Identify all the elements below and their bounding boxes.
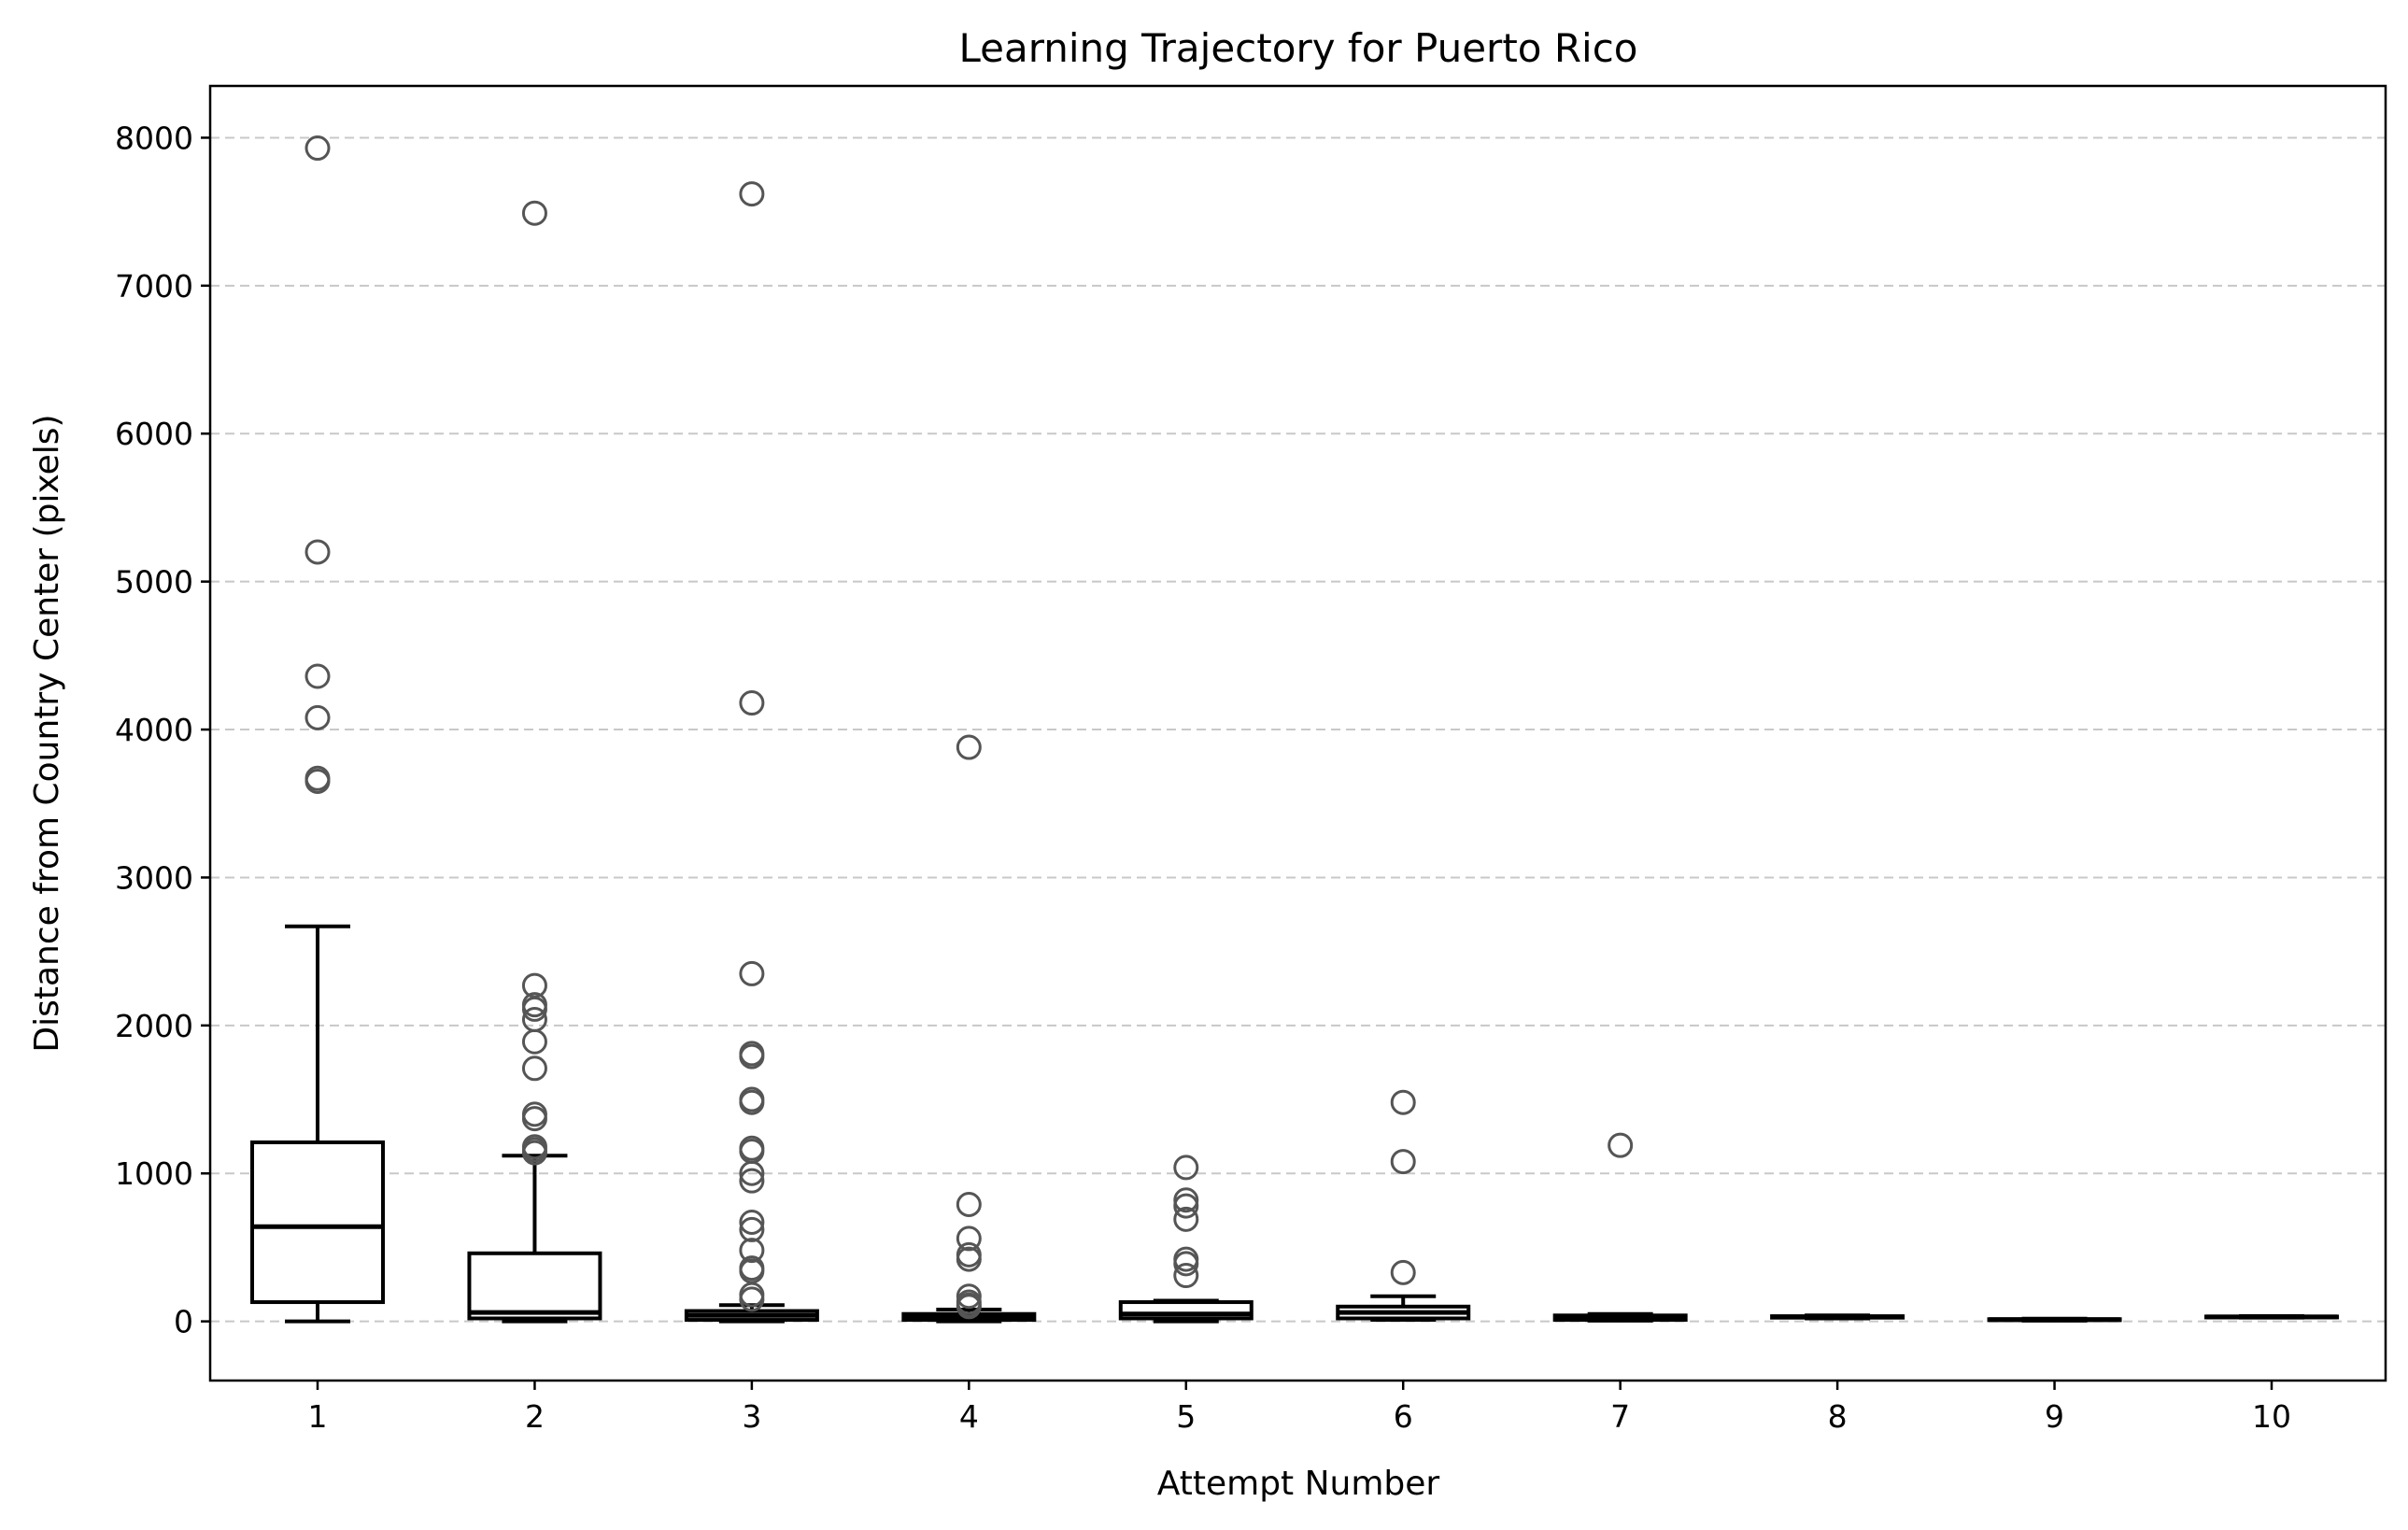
outlier-point <box>1390 1089 1416 1115</box>
outlier-point <box>1173 1206 1199 1232</box>
outlier-point <box>739 1043 765 1070</box>
outlier-point <box>521 996 547 1022</box>
outlier-point <box>956 734 982 760</box>
x-tick-label: 4 <box>959 1398 979 1435</box>
x-tick-label: 7 <box>1610 1398 1630 1435</box>
outlier-point <box>1608 1132 1634 1158</box>
y-tick-label: 0 <box>174 1304 193 1340</box>
x-axis: 1 2 3 4 5 6 7 8 9 10 <box>308 1381 2291 1435</box>
x-tick-label: 6 <box>1394 1398 1413 1435</box>
outlier-point <box>956 1246 982 1272</box>
outlier-point <box>739 1216 765 1242</box>
x-tick-label: 8 <box>1828 1398 1848 1435</box>
x-tick-label: 9 <box>2045 1398 2064 1435</box>
y-tick-label: 7000 <box>115 268 193 305</box>
box-group-attempt-8 <box>1770 1313 1905 1321</box>
plot-frame <box>208 84 2387 1382</box>
outlier-point <box>739 960 765 986</box>
outlier-point <box>739 1160 765 1186</box>
outlier-point <box>521 1055 547 1082</box>
y-tick-label: 4000 <box>115 712 193 748</box>
y-tick-label: 3000 <box>115 859 193 896</box>
y-axis-label: Distance from Country Center (pixels) <box>28 414 66 1052</box>
box-group-attempt-5 <box>1118 1155 1254 1324</box>
outlier-point <box>956 1294 982 1320</box>
box-group-attempt-1 <box>250 135 385 1324</box>
y-axis: 0 1000 2000 3000 4000 5000 6000 7000 8000 <box>115 120 210 1340</box>
outlier-point <box>305 539 331 565</box>
outlier-point <box>739 690 765 716</box>
outlier-point <box>739 1168 765 1194</box>
y-tick-label: 5000 <box>115 564 193 601</box>
iqr-box <box>467 1251 602 1321</box>
outlier-point <box>739 1210 765 1236</box>
x-tick-label: 3 <box>742 1398 761 1435</box>
box-group-attempt-9 <box>1987 1316 2122 1323</box>
chart-title: Learning Trajectory for Puerto Rico <box>959 25 1638 71</box>
box-group-attempt-2 <box>467 200 602 1324</box>
outlier-point <box>739 1238 765 1264</box>
outlier-point <box>1173 1155 1199 1181</box>
outlier-point <box>521 200 547 226</box>
x-tick-label: 5 <box>1176 1398 1196 1435</box>
box-group-attempt-10 <box>2204 1313 2339 1320</box>
outlier-point <box>1173 1187 1199 1213</box>
outlier-point <box>1173 1263 1199 1289</box>
outlier-point <box>739 1286 765 1312</box>
outlier-point <box>305 663 331 689</box>
x-tick-label: 2 <box>525 1398 545 1435</box>
box-group-attempt-6 <box>1336 1089 1471 1323</box>
outlier-point <box>1390 1259 1416 1285</box>
outlier-point <box>956 1283 982 1310</box>
outlier-point <box>739 181 765 207</box>
outlier-point <box>521 1140 547 1166</box>
x-tick-label: 1 <box>308 1398 328 1435</box>
outlier-point <box>1173 1193 1199 1219</box>
outlier-point <box>521 1028 547 1055</box>
iqr-box <box>250 1140 385 1305</box>
x-axis-label: Attempt Number <box>1157 1465 1440 1503</box>
outlier-point <box>305 704 331 730</box>
outlier-point <box>1390 1149 1416 1175</box>
outlier-point <box>1173 1251 1199 1277</box>
outlier-point <box>305 768 331 794</box>
y-grid <box>210 136 2386 1323</box>
y-tick-label: 6000 <box>115 416 193 452</box>
box-group-attempt-3 <box>684 181 819 1324</box>
outlier-point <box>521 1106 547 1132</box>
y-tick-label: 2000 <box>115 1008 193 1044</box>
y-tick-label: 8000 <box>115 120 193 156</box>
outlier-point <box>739 1089 765 1115</box>
outlier-point <box>305 135 331 162</box>
box-group-attempt-7 <box>1552 1132 1688 1323</box>
box-group-attempt-4 <box>901 734 1037 1324</box>
outlier-point <box>956 1225 982 1252</box>
outlier-point <box>956 1192 982 1218</box>
plot-area <box>250 135 2339 1324</box>
x-tick-label: 10 <box>2252 1398 2291 1435</box>
y-tick-label: 1000 <box>115 1155 193 1192</box>
